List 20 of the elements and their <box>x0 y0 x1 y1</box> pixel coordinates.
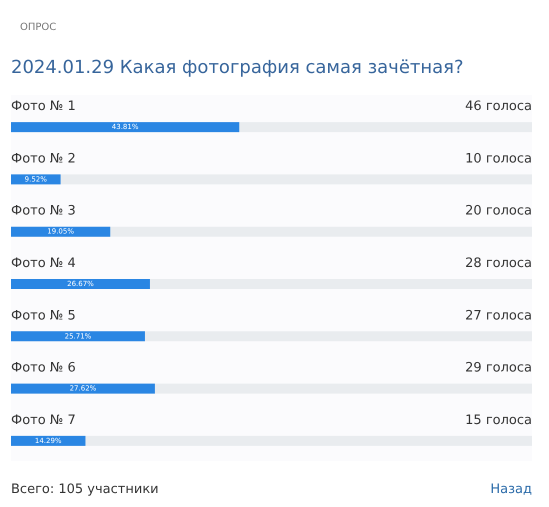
annotation: 10 голоса <box>465 151 532 166</box>
bar <box>11 226 110 237</box>
text: Назад <box>490 482 532 497</box>
annotation: 15 голоса <box>465 412 532 428</box>
y-tick-label: Фото № 6 <box>11 360 76 376</box>
text: Всего: 105 участники <box>11 482 159 497</box>
chart-title: 2024.01.29 Какая фотография самая зачётная? <box>11 57 464 78</box>
y-tick-label: Фото № 1 <box>11 99 76 114</box>
annotation: 20 голоса <box>465 204 532 219</box>
annotation: 46 голоса <box>465 99 532 114</box>
bar <box>11 436 86 446</box>
chart-subtitle: ОПРОС <box>20 22 56 33</box>
y-tick-label: Фото № 5 <box>11 308 76 324</box>
y-tick-label: Фото № 7 <box>11 412 76 428</box>
annotation: 29 голоса <box>465 360 532 376</box>
y-tick-label: Фото № 4 <box>11 256 76 271</box>
annotation: 27 голоса <box>465 308 532 324</box>
y-tick-label: Фото № 3 <box>11 204 76 219</box>
y-tick-label: Фото № 2 <box>11 151 76 166</box>
annotation: 28 голоса <box>465 256 532 271</box>
